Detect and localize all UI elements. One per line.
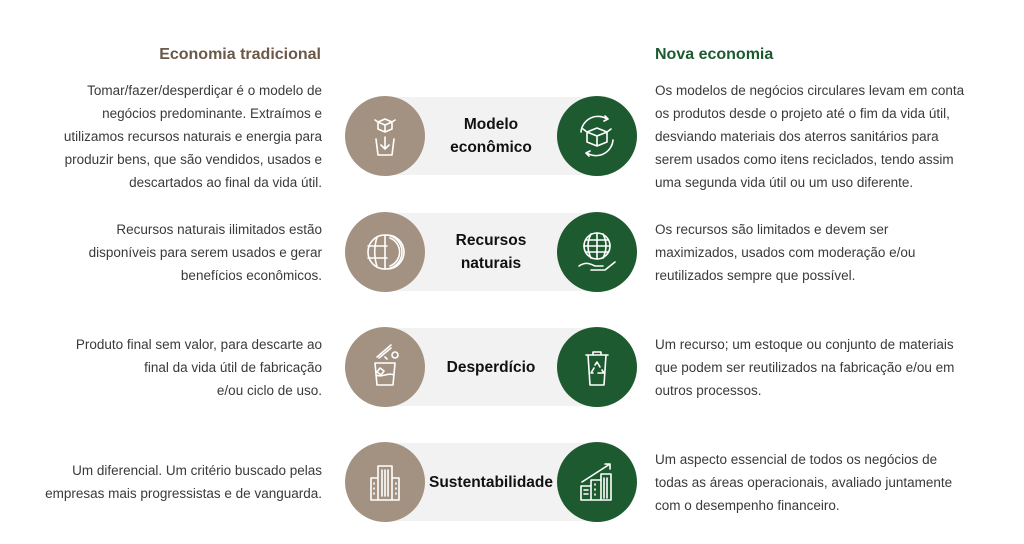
half-globe-icon (367, 234, 405, 270)
text-line: Um recurso; um estoque ou conjunto de ma… (655, 336, 954, 352)
text-line: os produtos desde o projeto até o fim da… (655, 105, 950, 121)
new-economy-icon-circle (557, 96, 637, 176)
text-line: negócios predominante. Extraímos e (102, 105, 322, 121)
label-line: naturais (460, 255, 522, 272)
label-line: Modelo (463, 116, 519, 133)
text-line: produzir bens, que são vendidos, usados … (64, 151, 322, 167)
box-recycle-cycle-icon (580, 115, 614, 157)
box-to-trash-icon (374, 118, 396, 156)
traditional-icon-circle (345, 442, 425, 522)
text-line: disponíveis para serem usados e gerar (88, 244, 322, 260)
text-line: final da vida útil de fabricação (144, 359, 322, 375)
new-economy-description: Um recurso; um estoque ou conjunto de ma… (655, 333, 954, 402)
text-line: Um diferencial. Um critério buscado pela… (72, 463, 322, 478)
text-line: outros processos. (655, 382, 762, 398)
label-line: Recursos (455, 232, 527, 249)
category-label: Modelo econômico (425, 97, 557, 175)
traditional-description: Tomar/fazer/desperdiçar é o modelo de neg… (64, 79, 322, 194)
text-line: benefícios econômicos. (180, 267, 322, 283)
text-line: Os modelos de negócios circulares levam … (655, 82, 965, 98)
text-line: todas as áreas operacionais, avaliado ju… (655, 474, 953, 490)
new-economy-icon-circle (557, 442, 637, 522)
header-economia-tradicional: Economia tradicional (159, 46, 321, 63)
waste-bin-icon (374, 344, 399, 386)
text-line: e/ou ciclo de uso. (216, 382, 322, 398)
text-line: Recursos naturais ilimitados estão (116, 221, 322, 237)
category-label: Desperdício (425, 328, 557, 406)
new-economy-description: Um aspecto essencial de todos os negócio… (655, 448, 952, 517)
text-line: com o desempenho financeiro. (655, 497, 840, 513)
new-economy-icon-circle (557, 327, 637, 407)
category-label: Recursos naturais (425, 213, 557, 291)
text-line: Os recursos são limitados e devem ser (655, 221, 889, 237)
text-line: empresas mais progressistas e de vanguar… (45, 486, 322, 501)
buildings-growth-icon (580, 463, 612, 501)
header-nova-economia: Nova economia (655, 46, 774, 63)
new-economy-icon-circle (557, 212, 637, 292)
text-line: utilizamos recursos naturais e energia p… (63, 128, 322, 144)
text-line: descartados ao final da vida útil. (129, 174, 322, 190)
new-economy-description: Os modelos de negócios circulares levam … (655, 79, 964, 194)
text-line: Tomar/fazer/desperdiçar é o modelo de (87, 82, 322, 98)
text-line: Produto final sem valor, para descarte a… (75, 336, 322, 352)
traditional-icon-circle (345, 327, 425, 407)
text-line: Um aspecto essencial de todos os negócio… (655, 451, 938, 467)
label-line: Sustentabilidade (428, 473, 554, 491)
text-line: serem usados como itens reciclados, tend… (655, 151, 954, 167)
traditional-description: Recursos naturais ilimitados estão dispon… (89, 218, 322, 287)
traditional-icon-circle (345, 212, 425, 292)
text-line: desviando materiais dos aterros sanitári… (655, 128, 939, 144)
traditional-description: Um diferencial. Um critério buscado pela… (45, 459, 322, 505)
text-line: uma segunda vida útil ou um uso diferent… (655, 174, 914, 190)
text-line: que podem ser reutilizados na fabricação… (655, 359, 955, 375)
label-line: Desperdício (446, 358, 536, 376)
new-economy-description: Os recursos são limitados e devem ser max… (655, 218, 915, 287)
recycle-bin-icon (585, 351, 609, 386)
category-label: Sustentabilidade (425, 443, 557, 521)
text-line: maximizados, usados com moderação e/ou (655, 244, 916, 260)
text-line: reutilizados sempre que possível. (655, 267, 856, 283)
label-line: econômico (450, 139, 532, 156)
buildings-icon (370, 465, 400, 501)
traditional-description: Produto final sem valor, para descarte a… (76, 333, 322, 402)
traditional-icon-circle (345, 96, 425, 176)
globe-in-hand-icon (578, 232, 616, 271)
